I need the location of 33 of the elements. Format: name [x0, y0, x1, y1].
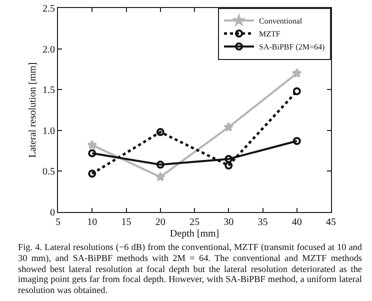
- point: [156, 160, 164, 169]
- legend-label: SA-BiPBF (2M=64): [259, 42, 325, 52]
- x-axis-title: Depth [mm]: [170, 228, 220, 240]
- x-tick-label: 45: [326, 217, 336, 228]
- point: [224, 161, 233, 170]
- x-tick-label: 25: [190, 217, 200, 228]
- x-tick-label: 20: [155, 217, 166, 228]
- x-tick-label: 15: [121, 217, 132, 228]
- y-tick-label: 0: [50, 208, 55, 218]
- point: [88, 170, 96, 178]
- point: [292, 68, 302, 78]
- point: [88, 149, 96, 158]
- y-tick-label: 2.5: [42, 4, 55, 14]
- y-tick-label: 0.5: [42, 166, 55, 178]
- x-tick-label: 30: [224, 217, 234, 228]
- point: [156, 128, 164, 136]
- x-tick-label: 5: [56, 217, 60, 228]
- x-tick-label: 10: [87, 217, 98, 228]
- y-tick-label: 1.0: [42, 126, 55, 137]
- point: [87, 140, 98, 150]
- x-tick-label: 35: [258, 217, 268, 228]
- caption: Fig. 4. Lateral resolutions (−6 dB) from the conventional, MZTF (transmit focused at 10 and 30 mm), and SA-BiPBF methods with 2M = 64. The conventional and MZTF methods showed best lateral resolution at focal depth but the lateral resolution deteriorated as the imaging point gets far from focal depth. However, with SA-BiPBF method, a uniform lateral resolution was obtained.: [18, 242, 362, 296]
- point: [292, 87, 301, 96]
- point: [224, 122, 234, 132]
- y-tick-label: 2.0: [42, 44, 55, 56]
- legend-label: Conventional: [259, 16, 303, 26]
- y-tick-label: 1.5: [42, 85, 55, 96]
- point: [155, 172, 166, 182]
- legend-label: MZTF: [259, 30, 281, 39]
- y-axis-title: Lateral resolution [mm]: [28, 62, 38, 158]
- x-tick-label: 40: [292, 217, 302, 228]
- point: [224, 154, 233, 163]
- point: [292, 137, 301, 146]
